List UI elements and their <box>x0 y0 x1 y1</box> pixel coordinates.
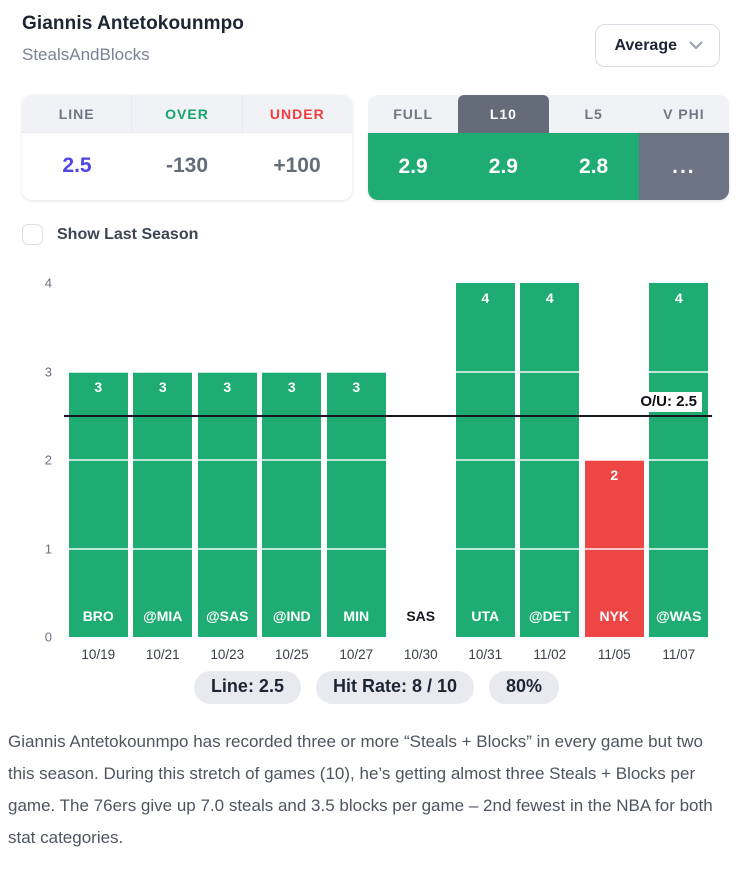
odds-header-row: LINE OVER UNDER <box>22 95 352 133</box>
ou-line-label: O/U: 2.5 <box>635 391 702 412</box>
gridline-2 <box>66 459 711 461</box>
stat-type-subtitle: StealsAndBlocks <box>22 45 150 64</box>
split-value-vphi-hidden: ... <box>638 133 729 200</box>
bar-@MIA[interactable] <box>133 371 193 637</box>
date-label: 10/23 <box>210 647 245 662</box>
splits-panel: FULL L10 L5 V PHI 2.9 2.9 2.8 ... <box>368 95 729 200</box>
team-label-SAS: SAS <box>406 608 436 624</box>
tab-l5[interactable]: L5 <box>584 106 603 122</box>
odds-value-line: 2.5 <box>62 154 92 177</box>
tab-full[interactable]: FULL <box>393 106 433 122</box>
bar-value-label: 2 <box>610 467 619 483</box>
y-axis-tick-1: 1 <box>44 541 52 556</box>
tab-l10[interactable]: L10 <box>458 95 549 133</box>
split-value-full: 2.9 <box>398 154 428 178</box>
date-label: 10/21 <box>145 647 180 662</box>
gridline-1 <box>66 547 711 550</box>
date-label: 10/19 <box>81 647 116 662</box>
odds-header-line: LINE <box>58 105 95 122</box>
team-label-@SAS: @SAS <box>206 608 249 624</box>
odds-value-under: +100 <box>273 154 321 177</box>
bar-value-label: 4 <box>481 290 490 306</box>
average-dropdown-value: Average <box>614 36 677 54</box>
odds-header-over: OVER <box>131 95 241 132</box>
splits-green-values: 2.9 2.9 2.8 <box>368 133 639 200</box>
ou-reference-line <box>64 414 712 417</box>
bar-@IND[interactable] <box>262 371 322 637</box>
team-label-@WAS: @WAS <box>655 608 702 624</box>
average-dropdown[interactable]: Average <box>595 24 720 67</box>
bar-value-label: 3 <box>158 378 167 395</box>
odds-panel: LINE OVER UNDER 2.5 -130 +100 <box>22 95 352 200</box>
summary-badges: Line: 2.5 Hit Rate: 8 / 10 80% <box>0 671 753 704</box>
hit-percentage-badge: 80% <box>489 671 560 704</box>
bar-value-label: 3 <box>287 378 296 395</box>
date-label: 10/27 <box>339 647 374 662</box>
date-label: 10/31 <box>468 647 503 662</box>
tab-vphi[interactable]: V PHI <box>663 106 705 122</box>
show-last-season-toggle[interactable]: Show Last Season <box>22 224 198 245</box>
team-label-UTA: UTA <box>471 608 500 624</box>
team-label-MIN: MIN <box>343 608 370 624</box>
team-label-@DET: @DET <box>528 608 571 624</box>
date-label: 11/02 <box>533 647 567 662</box>
summary-paragraph: Giannis Antetokounmpo has recorded three… <box>8 732 713 847</box>
y-axis-tick-0: 0 <box>44 629 52 645</box>
team-label-BRO: BRO <box>82 608 114 624</box>
bar-MIN[interactable] <box>326 371 386 637</box>
bar-value-label: 4 <box>545 290 554 306</box>
show-last-season-checkbox[interactable] <box>22 224 43 245</box>
bar-value-label: 4 <box>674 290 683 306</box>
bar-chart: 0 1 2 3 4 3 BRO 10/19 3 @MIA 10/21 3 @SAS 10/23 3 @IND 1… <box>0 263 753 673</box>
line-badge: Line: 2.5 <box>193 671 301 704</box>
splits-tab-row: FULL L10 L5 V PHI <box>368 95 729 133</box>
bar-value-label: 3 <box>223 378 232 395</box>
team-label-@IND: @IND <box>272 608 311 624</box>
show-last-season-label: Show Last Season <box>57 225 199 243</box>
chevron-down-icon <box>689 41 703 50</box>
team-label-NYK: NYK <box>599 608 630 624</box>
splits-value-row: 2.9 2.9 2.8 ... <box>368 133 729 200</box>
date-label: 11/05 <box>597 647 631 662</box>
date-label: 10/25 <box>274 647 309 662</box>
y-axis-tick-3: 3 <box>44 364 52 379</box>
split-value-l5: 2.8 <box>579 154 609 178</box>
bar-@SAS[interactable] <box>197 371 257 637</box>
bar-BRO[interactable] <box>68 371 128 637</box>
gridline-3 <box>66 370 711 373</box>
date-label: 10/30 <box>403 647 438 662</box>
date-label: 11/07 <box>662 647 696 662</box>
bar-value-label: 3 <box>352 378 361 395</box>
y-axis-tick-2: 2 <box>44 452 52 468</box>
y-axis-tick-4: 4 <box>44 275 52 291</box>
odds-value-over: -130 <box>165 154 209 177</box>
team-label-@MIA: @MIA <box>143 608 183 624</box>
page-title: Giannis Antetokounmpo <box>22 13 245 34</box>
hit-rate-badge: Hit Rate: 8 / 10 <box>315 671 475 704</box>
odds-header-under: UNDER <box>241 95 352 132</box>
split-value-l10: 2.9 <box>488 154 518 178</box>
odds-value-row: 2.5 -130 +100 <box>22 133 352 199</box>
bar-value-label: 3 <box>94 378 103 395</box>
